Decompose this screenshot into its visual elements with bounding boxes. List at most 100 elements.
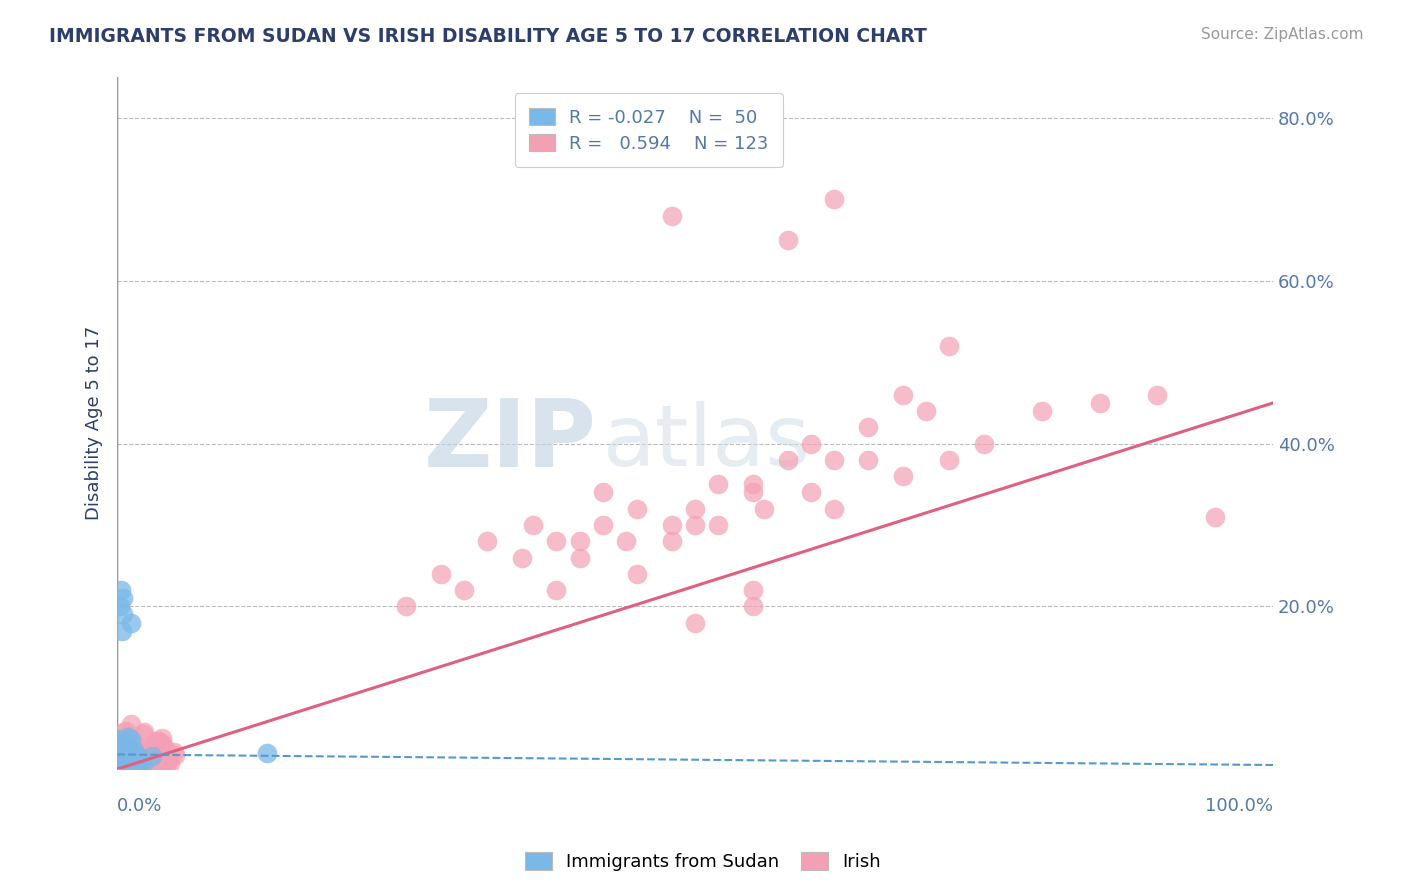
Point (152, 739, 174, 753)
Point (132, 762, 155, 776)
Point (105, 758, 128, 772)
Point (107, 736, 129, 750)
Point (114, 756, 136, 771)
Point (127, 758, 149, 772)
Point (107, 743, 129, 757)
Point (145, 734, 167, 748)
Point (741, 477, 763, 491)
Point (120, 741, 142, 756)
Point (125, 739, 148, 753)
Point (121, 740, 143, 755)
Point (149, 740, 172, 755)
Point (108, 761, 131, 775)
Point (626, 566, 648, 581)
Point (155, 742, 177, 756)
Point (111, 607, 134, 622)
Point (115, 744, 138, 758)
Point (117, 729, 139, 743)
Point (592, 485, 614, 500)
Point (110, 756, 132, 770)
Point (522, 518, 544, 533)
Point (661, 518, 683, 533)
Point (111, 724, 134, 739)
Point (107, 743, 129, 757)
Point (111, 754, 134, 768)
Point (136, 754, 159, 768)
Point (938, 339, 960, 353)
Point (1031, 404, 1053, 418)
Point (915, 404, 938, 418)
Point (117, 756, 139, 770)
Text: ZIP: ZIP (425, 394, 598, 486)
Point (114, 746, 136, 760)
Point (165, 747, 187, 762)
Point (108, 753, 131, 767)
Point (107, 759, 129, 773)
Point (110, 746, 132, 760)
Point (121, 740, 143, 755)
Point (120, 732, 142, 747)
Point (108, 746, 131, 760)
Point (568, 550, 591, 565)
Point (112, 755, 135, 769)
Point (453, 583, 475, 598)
Point (136, 744, 159, 758)
Point (120, 746, 142, 760)
Point (108, 757, 131, 772)
Point (117, 731, 139, 745)
Point (938, 453, 960, 467)
Point (661, 209, 683, 223)
Point (143, 750, 166, 764)
Point (117, 756, 139, 771)
Point (891, 469, 914, 483)
Point (142, 739, 165, 754)
Point (143, 758, 166, 772)
Point (111, 732, 134, 747)
Point (117, 761, 139, 775)
Point (107, 732, 129, 747)
Point (120, 716, 142, 731)
Point (120, 615, 142, 630)
Point (568, 534, 591, 549)
Point (475, 534, 498, 549)
Point (131, 757, 153, 772)
Point (683, 518, 706, 533)
Point (776, 453, 799, 467)
Point (127, 753, 149, 767)
Point (150, 759, 173, 773)
Point (592, 518, 614, 533)
Point (112, 751, 135, 765)
Point (128, 757, 150, 772)
Point (107, 761, 129, 775)
Point (115, 747, 138, 762)
Point (858, 420, 880, 434)
Point (115, 742, 138, 756)
Point (683, 615, 706, 630)
Point (108, 752, 131, 766)
Point (683, 501, 706, 516)
Point (395, 599, 418, 614)
Point (891, 388, 914, 402)
Point (136, 749, 159, 764)
Point (149, 757, 172, 772)
Point (115, 741, 138, 756)
Point (111, 752, 134, 766)
Point (858, 453, 880, 467)
Point (626, 501, 648, 516)
Point (149, 751, 172, 765)
Point (110, 744, 132, 758)
Text: Source: ZipAtlas.com: Source: ZipAtlas.com (1201, 27, 1364, 42)
Text: 0.0%: 0.0% (117, 797, 163, 814)
Point (1146, 388, 1168, 402)
Point (430, 566, 453, 581)
Point (159, 756, 181, 771)
Point (108, 751, 131, 765)
Point (114, 740, 136, 755)
Point (114, 751, 136, 765)
Point (111, 753, 134, 767)
Point (148, 762, 170, 776)
Point (108, 599, 131, 614)
Point (823, 501, 845, 516)
Point (136, 752, 159, 766)
Point (132, 724, 155, 739)
